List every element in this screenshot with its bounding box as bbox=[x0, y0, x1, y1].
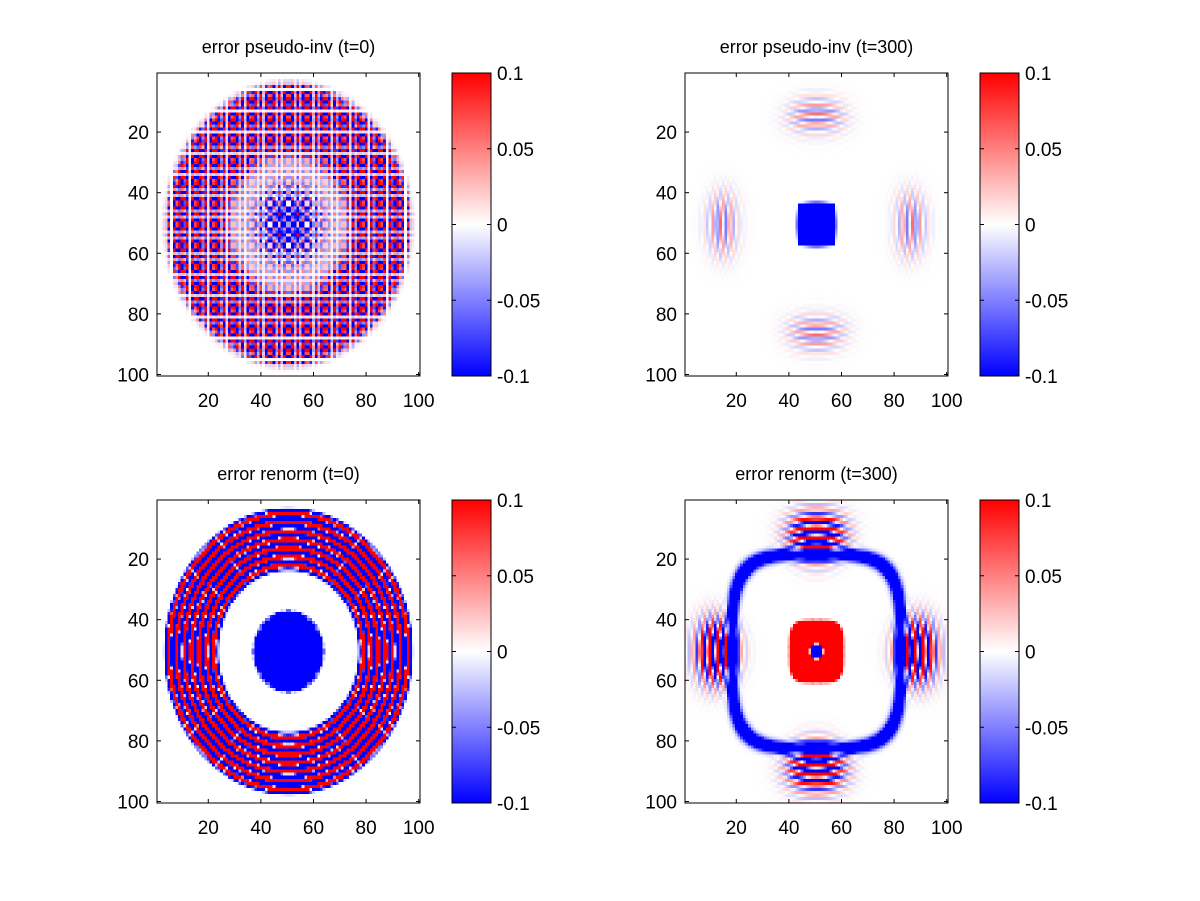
colorbar-tick-label: -0.1 bbox=[1025, 794, 1058, 815]
y-tick-label: 20 bbox=[656, 123, 677, 144]
x-tick-label: 80 bbox=[884, 391, 905, 412]
y-tick-label: 40 bbox=[656, 184, 677, 205]
subplot-2: error pseudo-inv (t=300) 20 40 60 80 100 20 40 6… bbox=[645, 37, 1068, 412]
y-tick-label: 100 bbox=[117, 365, 149, 386]
colorbar-tick-label: -0.05 bbox=[1025, 718, 1068, 739]
x-tick-label: 100 bbox=[931, 391, 963, 412]
x-tick-label: 20 bbox=[198, 818, 219, 839]
colorbar-tick-label: -0.05 bbox=[1025, 291, 1068, 312]
y-tick-label: 40 bbox=[128, 611, 149, 632]
y-tick-label: 80 bbox=[128, 305, 149, 326]
colorbar bbox=[452, 500, 491, 803]
subplot-title: error renorm (t=0) bbox=[217, 464, 360, 484]
y-tick-label: 80 bbox=[128, 732, 149, 753]
x-tick-label: 60 bbox=[303, 391, 324, 412]
y-tick-label: 20 bbox=[128, 123, 149, 144]
x-tick-label: 80 bbox=[356, 818, 377, 839]
x-tick-label: 60 bbox=[831, 818, 852, 839]
colorbar-tick-label: 0.05 bbox=[1025, 567, 1062, 588]
colorbar-tick-label: 0.1 bbox=[1025, 64, 1051, 85]
x-tick-label: 60 bbox=[831, 391, 852, 412]
colorbar-tick-label: 0 bbox=[497, 643, 508, 664]
subplot-3: error renorm (t=0) 20 40 60 80 100 20 40 60 80 100… bbox=[117, 464, 540, 839]
y-tick-label: 60 bbox=[656, 671, 677, 692]
x-tick-label: 40 bbox=[778, 818, 799, 839]
subplot-title: error renorm (t=300) bbox=[735, 464, 898, 484]
x-tick-label: 40 bbox=[778, 391, 799, 412]
x-tick-label: 80 bbox=[356, 391, 377, 412]
y-tick-label: 40 bbox=[128, 184, 149, 205]
colorbar-tick-label: 0.1 bbox=[497, 64, 523, 85]
y-tick-label: 100 bbox=[645, 792, 677, 813]
x-tick-label: 80 bbox=[884, 818, 905, 839]
y-tick-label: 80 bbox=[656, 305, 677, 326]
axes-frame bbox=[684, 72, 949, 377]
colorbar-tick-label: -0.05 bbox=[497, 291, 540, 312]
heatmap-image bbox=[157, 73, 420, 376]
subplot-1: error pseudo-inv (t=0) 20 40 60 80 100 20 40 60 8… bbox=[117, 37, 540, 412]
y-tick-label: 40 bbox=[656, 611, 677, 632]
axes-frame bbox=[156, 72, 421, 377]
x-tick-label: 40 bbox=[250, 818, 271, 839]
colorbar-tick-label: 0 bbox=[1025, 643, 1036, 664]
colorbar-tick-label: -0.1 bbox=[1025, 367, 1058, 388]
y-tick-label: 60 bbox=[128, 244, 149, 265]
colorbar bbox=[980, 500, 1019, 803]
subplot-title: error pseudo-inv (t=0) bbox=[202, 37, 376, 57]
colorbar-tick-label: 0.1 bbox=[1025, 491, 1051, 512]
x-tick-label: 100 bbox=[403, 391, 435, 412]
x-tick-label: 20 bbox=[726, 818, 747, 839]
x-tick-label: 20 bbox=[198, 391, 219, 412]
heatmap-image bbox=[685, 73, 948, 376]
y-tick-label: 60 bbox=[128, 671, 149, 692]
colorbar-tick-label: 0.05 bbox=[1025, 140, 1062, 161]
x-tick-label: 100 bbox=[931, 818, 963, 839]
colorbar-tick-label: -0.05 bbox=[497, 718, 540, 739]
heatmap-image bbox=[157, 500, 420, 803]
x-tick-label: 100 bbox=[403, 818, 435, 839]
colorbar-tick-label: -0.1 bbox=[497, 794, 530, 815]
axes-frame bbox=[684, 499, 949, 804]
x-tick-label: 40 bbox=[250, 391, 271, 412]
y-tick-label: 80 bbox=[656, 732, 677, 753]
y-tick-label: 60 bbox=[656, 244, 677, 265]
y-tick-label: 20 bbox=[656, 550, 677, 571]
y-tick-label: 100 bbox=[117, 792, 149, 813]
y-tick-label: 100 bbox=[645, 365, 677, 386]
subplot-4: error renorm (t=300) 20 40 60 80 100 20 40 60 80 1… bbox=[645, 464, 1068, 839]
y-tick-label: 20 bbox=[128, 550, 149, 571]
subplot-title: error pseudo-inv (t=300) bbox=[720, 37, 914, 57]
colorbar-tick-label: 0 bbox=[1025, 216, 1036, 237]
colorbar bbox=[980, 73, 1019, 376]
colorbar-tick-label: 0.05 bbox=[497, 567, 534, 588]
colorbar-tick-label: -0.1 bbox=[497, 367, 530, 388]
colorbar-tick-label: 0.1 bbox=[497, 491, 523, 512]
colorbar-tick-label: 0.05 bbox=[497, 140, 534, 161]
x-tick-label: 20 bbox=[726, 391, 747, 412]
x-tick-label: 60 bbox=[303, 818, 324, 839]
axes-frame bbox=[156, 499, 421, 804]
colorbar bbox=[452, 73, 491, 376]
colorbar-tick-label: 0 bbox=[497, 216, 508, 237]
heatmap-image bbox=[685, 500, 948, 803]
